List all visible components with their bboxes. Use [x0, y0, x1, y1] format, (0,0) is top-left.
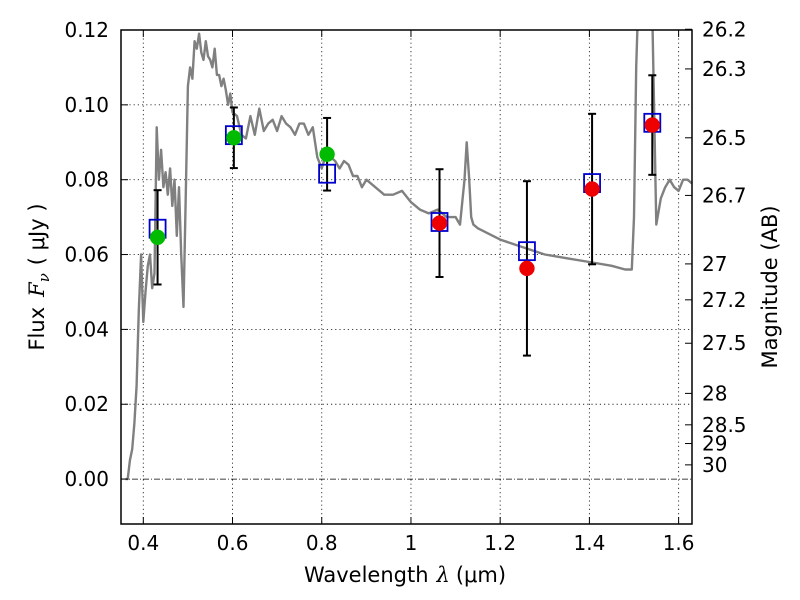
observed-optical-point [226, 130, 242, 146]
y2-tick-label: 27 [702, 252, 727, 276]
x-tick-label: 0.4 [127, 531, 159, 555]
y-tick-label: 0.04 [64, 317, 109, 341]
x-axis-label-symbol: λ [436, 563, 450, 587]
observed-optical-point [149, 229, 166, 246]
y-tick-label: 0.02 [64, 392, 109, 416]
plot-area [125, 30, 692, 481]
y-axis-label-subscript: ν [35, 273, 53, 282]
y2-tick-label: 28.5 [702, 413, 747, 437]
y2-tick-label: 28 [702, 381, 727, 405]
y2-tick-label: 30 [702, 453, 727, 477]
y2-tick-label: 27.2 [702, 288, 747, 312]
plot-content [125, 30, 692, 481]
x-tick-label: 0.6 [217, 531, 249, 555]
y-axis-label-text: Flux [25, 307, 49, 351]
y-axis-label-symbol: F [25, 281, 49, 298]
observed-nir-point [519, 260, 535, 277]
y-tick-label: 0.08 [64, 168, 109, 192]
x-tick-label: 1 [405, 531, 418, 555]
y-axis-label: Flux Fν ( μJy ) [25, 203, 53, 350]
observed-nir-point [431, 215, 448, 231]
model-photometry-square [430, 212, 449, 232]
plot-frame [120, 29, 693, 525]
y2-tick-label: 27.5 [702, 331, 747, 355]
y2-tick-label: 26.5 [702, 126, 747, 150]
x-axis-label-unit: (μm) [456, 563, 506, 587]
model-photometry-square [518, 241, 536, 262]
y-axis-label-unit: ( μJy ) [25, 203, 49, 265]
observed-nir-point [584, 181, 600, 197]
x-tick-label: 1.6 [663, 531, 695, 555]
y-tick-label: 0.12 [64, 18, 109, 42]
y2-tick-label: 29 [702, 432, 727, 456]
observed-nir-point [644, 117, 661, 133]
grid [121, 29, 692, 524]
x-axis-label-text: Wavelength [304, 563, 429, 587]
y2-tick-label: 26.7 [702, 183, 747, 207]
y2-tick-label: 26.2 [702, 17, 747, 41]
x-tick-label: 0.8 [306, 531, 338, 555]
x-tick-label: 1.4 [573, 531, 605, 555]
x-tick-label: 1.2 [484, 531, 516, 555]
y-tick-label: 0.06 [64, 243, 109, 267]
y2-axis-label: Magnitude (AB) [758, 205, 782, 368]
y2-tick-label: 26.3 [702, 57, 747, 81]
model-spectrum-line [125, 30, 692, 481]
observed-optical-point [319, 146, 335, 162]
axes-ticks: 0.4 0.6 0.8 1 1.2 1.4 1.6 0.00 0.02 0.04 0.06 0.08 0… [64, 17, 746, 555]
model-photometry-square [318, 163, 336, 184]
x-axis-label: Wavelength λ (μm) [304, 563, 506, 587]
y-tick-label: 0.10 [64, 93, 109, 117]
y-tick-label: 0.00 [64, 467, 109, 491]
